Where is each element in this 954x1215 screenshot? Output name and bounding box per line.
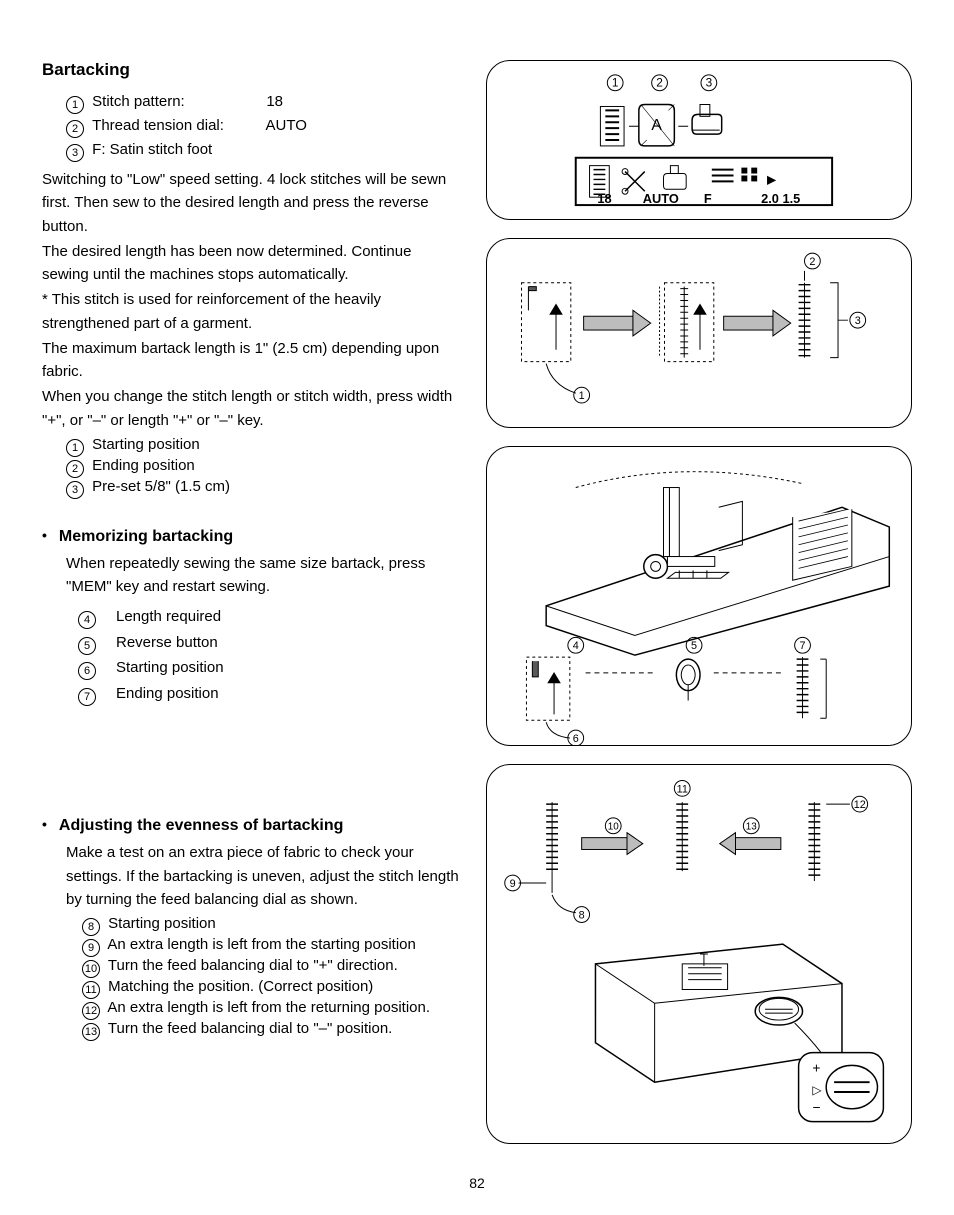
circled-num: 12 — [82, 1002, 100, 1020]
callout: 9 — [510, 878, 516, 890]
list-item-text: An extra length is left from the startin… — [107, 936, 416, 953]
circled-num-2: 2 — [66, 120, 84, 138]
list-item-text: Reverse button — [116, 634, 218, 651]
para-desired-length: The desired length has been now determin… — [42, 240, 462, 287]
callout: 12 — [854, 799, 866, 811]
section-title-bartacking: Bartacking — [42, 60, 462, 80]
setting-value: 18 — [266, 93, 283, 110]
circled-num: 9 — [82, 939, 100, 957]
para-max-length: The maximum bartack length is 1" (2.5 cm… — [42, 337, 462, 384]
setting-label: Stitch pattern: — [92, 90, 262, 114]
lcd-value-stitch: 18 — [597, 191, 611, 206]
setting-label: F: Satin stitch foot — [92, 141, 212, 158]
circled-num: 8 — [82, 918, 100, 936]
svg-text:−: − — [812, 1100, 820, 1115]
list-item-text: Pre-set 5/8" (1.5 cm) — [92, 478, 230, 495]
list-item-text: Starting position — [92, 436, 200, 453]
setting-stitch-pattern: 1 Stitch pattern: 18 — [66, 90, 462, 114]
circled-num: 13 — [82, 1023, 100, 1041]
para-change-stitch: When you change the stitch length or sti… — [42, 385, 462, 432]
list-item-text: Starting position — [108, 915, 216, 932]
callout: 5 — [691, 640, 697, 652]
callout: 7 — [800, 640, 806, 652]
svg-text:+: + — [812, 1060, 820, 1075]
callout: 10 — [608, 822, 619, 833]
circled-num: 3 — [66, 481, 84, 499]
callout: 2 — [809, 256, 815, 268]
section-title-memorizing: Memorizing bartacking — [42, 527, 462, 546]
lcd-value-tension: AUTO — [643, 191, 679, 206]
callout-1: 1 — [612, 76, 619, 90]
list-item-text: Ending position — [116, 685, 219, 702]
list-item-text: Ending position — [92, 457, 195, 474]
circled-num: 10 — [82, 960, 100, 978]
callout: 6 — [573, 733, 579, 745]
list-item-text: Turn the feed balancing dial to "+" dire… — [108, 957, 398, 974]
diagram-panel-settings-display: 1 2 3 A — [486, 60, 912, 220]
page-number: 82 — [0, 1175, 954, 1191]
setting-thread-tension: 2 Thread tension dial: AUTO — [66, 114, 462, 138]
callout-2: 2 — [656, 76, 663, 90]
list-item-text: Starting position — [116, 659, 224, 676]
list-item-text: Matching the position. (Correct position… — [108, 978, 373, 995]
lcd-value-foot: F — [704, 191, 712, 206]
svg-text:▷: ▷ — [812, 1083, 822, 1097]
svg-text:▶: ▶ — [767, 172, 777, 186]
para-switching-low: Switching to "Low" speed setting. 4 lock… — [42, 168, 462, 238]
circled-num: 5 — [78, 637, 96, 655]
callout: 11 — [677, 783, 688, 795]
callout: 4 — [573, 640, 579, 652]
para-memorizing: When repeatedly sewing the same size bar… — [66, 552, 462, 599]
diagram-panel-feed-balancing: 11 12 9 8 10 13 — [486, 764, 912, 1144]
para-reinforcement-note: * This stitch is used for reinforcement … — [42, 288, 462, 335]
list-item-text: An extra length is left from the returni… — [107, 999, 430, 1016]
circled-num: 2 — [66, 460, 84, 478]
callout-3: 3 — [706, 76, 713, 90]
circled-num: 4 — [78, 611, 96, 629]
circled-num: 1 — [66, 439, 84, 457]
section-title-adjusting: Adjusting the evenness of bartacking — [42, 816, 462, 835]
setting-label: Thread tension dial: — [92, 114, 262, 138]
callout: 13 — [746, 822, 757, 833]
callout: 1 — [579, 390, 585, 402]
setting-value: AUTO — [266, 117, 307, 134]
circled-num: 11 — [82, 981, 100, 999]
list-item-text: Length required — [116, 608, 221, 625]
diagram-panel-presser-illustration: 4 5 7 6 — [486, 446, 912, 746]
circled-num: 6 — [78, 662, 96, 680]
callout: 3 — [855, 315, 861, 327]
diagram-panel-bartack-sequence: 1 — [486, 238, 912, 428]
circled-num: 7 — [78, 688, 96, 706]
para-adjusting: Make a test on an extra piece of fabric … — [66, 841, 462, 911]
setting-satin-foot: 3 F: Satin stitch foot — [66, 138, 462, 162]
circled-num-1: 1 — [66, 96, 84, 114]
list-positions: 1 Starting position 2 Ending position 3 … — [66, 436, 462, 499]
circled-num-3: 3 — [66, 144, 84, 162]
lcd-value-wl: 2.0 1.5 — [761, 191, 800, 206]
list-item-text: Turn the feed balancing dial to "–" posi… — [108, 1020, 392, 1037]
callout: 8 — [579, 910, 585, 922]
